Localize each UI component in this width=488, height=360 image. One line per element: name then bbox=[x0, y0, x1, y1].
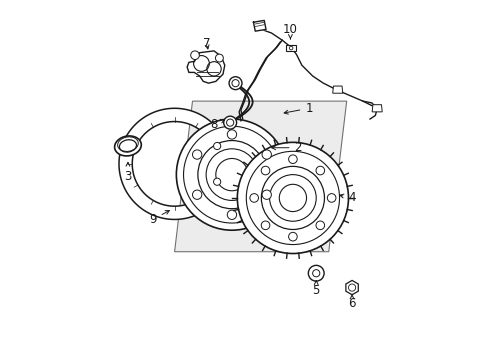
Circle shape bbox=[249, 194, 258, 202]
Circle shape bbox=[215, 54, 223, 62]
Text: 3: 3 bbox=[124, 162, 131, 183]
Circle shape bbox=[308, 265, 324, 281]
Circle shape bbox=[326, 194, 335, 202]
Text: 10: 10 bbox=[283, 23, 297, 39]
Text: 5: 5 bbox=[312, 281, 319, 297]
Text: 6: 6 bbox=[347, 294, 355, 310]
Polygon shape bbox=[253, 21, 265, 31]
Ellipse shape bbox=[114, 136, 141, 156]
Circle shape bbox=[261, 221, 269, 230]
Circle shape bbox=[223, 116, 236, 129]
Circle shape bbox=[176, 119, 287, 230]
Circle shape bbox=[262, 190, 271, 199]
Polygon shape bbox=[119, 108, 224, 220]
Text: 9: 9 bbox=[149, 211, 169, 226]
Circle shape bbox=[192, 150, 202, 159]
Circle shape bbox=[261, 166, 324, 229]
Circle shape bbox=[261, 166, 269, 175]
Circle shape bbox=[190, 51, 199, 59]
Text: 7: 7 bbox=[203, 37, 210, 50]
Circle shape bbox=[288, 155, 297, 163]
Polygon shape bbox=[332, 86, 342, 93]
Text: 4: 4 bbox=[339, 192, 355, 204]
Polygon shape bbox=[187, 51, 224, 83]
Text: 1: 1 bbox=[284, 102, 312, 115]
Circle shape bbox=[227, 210, 236, 220]
Circle shape bbox=[288, 232, 297, 241]
Polygon shape bbox=[174, 101, 346, 252]
Polygon shape bbox=[371, 105, 382, 112]
Circle shape bbox=[315, 166, 324, 175]
Circle shape bbox=[198, 140, 265, 209]
Circle shape bbox=[213, 178, 220, 185]
Ellipse shape bbox=[119, 140, 136, 152]
Circle shape bbox=[228, 77, 242, 90]
Circle shape bbox=[237, 142, 348, 253]
Text: 8: 8 bbox=[210, 118, 224, 131]
Circle shape bbox=[213, 143, 220, 150]
Polygon shape bbox=[285, 45, 296, 51]
Circle shape bbox=[262, 150, 271, 159]
Circle shape bbox=[227, 130, 236, 139]
Circle shape bbox=[315, 221, 324, 230]
Text: 2: 2 bbox=[271, 141, 302, 154]
Circle shape bbox=[192, 190, 202, 199]
Polygon shape bbox=[345, 280, 358, 295]
